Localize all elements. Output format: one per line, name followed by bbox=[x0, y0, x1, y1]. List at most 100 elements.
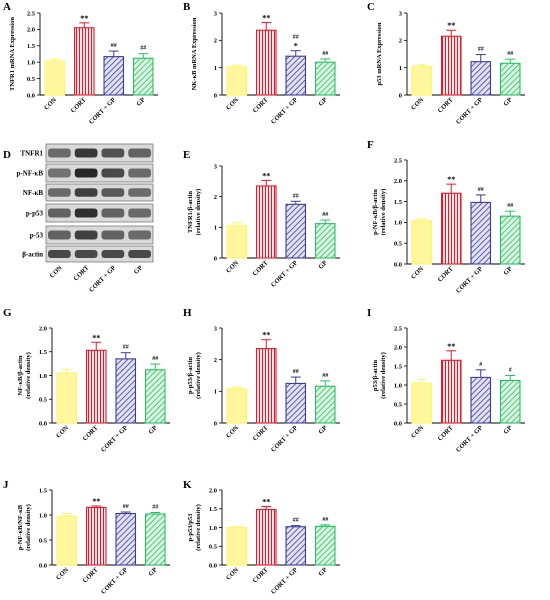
bar-con bbox=[226, 66, 248, 96]
significance-label: ** bbox=[262, 498, 270, 507]
y-axis-label: NF-κB/β-actin bbox=[17, 355, 24, 395]
y-axis-label-line2: (relative density) bbox=[195, 504, 202, 551]
blot-band bbox=[74, 148, 98, 158]
bar-con bbox=[44, 60, 66, 96]
x-tick-label: CON bbox=[225, 259, 240, 274]
bar-gp bbox=[499, 215, 521, 265]
panel-letter: D bbox=[3, 149, 11, 161]
x-tick-label: GP bbox=[502, 96, 513, 107]
bar-cort bbox=[255, 185, 277, 259]
y-tick-label: 2 bbox=[214, 357, 217, 364]
bar-charts: A 0.0 0.5 1.0 1.5 2.0 2.5 TNFR1 mRNA Expression… bbox=[3, 1, 525, 596]
significance-label: ** bbox=[80, 14, 88, 23]
x-tick-label: CORT + GP bbox=[270, 424, 299, 453]
panel-letter: J bbox=[3, 479, 9, 491]
y-tick-label: 1.0 bbox=[209, 525, 217, 532]
y-tick-label: 2 bbox=[214, 38, 217, 45]
bar-cort bbox=[255, 348, 277, 424]
x-tick-label: CORT + GP bbox=[455, 265, 484, 294]
significance-label: ## bbox=[507, 203, 513, 209]
significance-label: ## bbox=[322, 517, 328, 523]
bar-con bbox=[411, 382, 433, 424]
bar-cort-plus-gp bbox=[470, 201, 492, 265]
y-tick-label: 1.5 bbox=[39, 487, 48, 494]
x-tick-label: CORT bbox=[82, 424, 101, 443]
y-axis-label-line2: (relative density) bbox=[195, 189, 202, 236]
bar-gp bbox=[314, 385, 336, 424]
significance-label: ** bbox=[92, 333, 100, 342]
panel-letter: A bbox=[3, 1, 11, 13]
bar-gp bbox=[314, 525, 336, 566]
bar-cort-plus-gp bbox=[285, 203, 307, 259]
y-tick-label: 1 bbox=[214, 389, 217, 396]
y-tick-label: 1.0 bbox=[27, 60, 35, 67]
significance-label: ** bbox=[92, 497, 100, 506]
blot-lane-label: CORT + GP bbox=[88, 264, 117, 293]
y-tick-label: 1.5 bbox=[209, 506, 218, 513]
y-tick-label: 1 bbox=[214, 65, 217, 72]
y-axis-label: p-NF-κB/NF-κB bbox=[17, 504, 24, 550]
y-axis-label: TNFR1/β-actin bbox=[187, 191, 194, 233]
blot-row-label: p-p53 bbox=[26, 210, 44, 218]
y-tick-label: 2.0 bbox=[394, 344, 402, 351]
y-tick-label: 2.0 bbox=[39, 325, 47, 332]
blot-band bbox=[48, 148, 71, 158]
y-axis-label: TNFR1 mRNA Expression bbox=[9, 17, 16, 91]
x-tick-label: CORT bbox=[70, 96, 89, 115]
significance-label: ## bbox=[322, 51, 328, 57]
significance-label: ## bbox=[293, 369, 299, 375]
significance-label: ** bbox=[447, 21, 455, 30]
blot-band bbox=[128, 188, 151, 197]
blot-band bbox=[101, 208, 125, 218]
significance-label: ** bbox=[447, 342, 455, 351]
significance-label: ## bbox=[152, 356, 158, 362]
significance-label: ## bbox=[293, 193, 299, 199]
chart-panel-I: I 0.0 0.5 1.0 1.5 2.0 2.5 p53/β-actin (relative … bbox=[367, 307, 525, 454]
blot-band bbox=[128, 250, 151, 258]
bar-cort-plus-gp bbox=[285, 55, 307, 96]
y-tick-label: 2.5 bbox=[394, 157, 403, 164]
x-tick-label: GP bbox=[317, 259, 328, 270]
y-tick-label: 0.5 bbox=[39, 537, 48, 544]
y-tick-label: 1.0 bbox=[39, 512, 47, 519]
significance-label: # bbox=[479, 362, 482, 368]
bar-gp bbox=[132, 57, 154, 96]
x-tick-label: GP bbox=[147, 424, 158, 435]
x-tick-label: CORT + GP bbox=[88, 96, 117, 125]
y-axis-label: NK-κB mRNA Expression bbox=[191, 17, 198, 90]
blot-band bbox=[48, 250, 71, 258]
bar-gp bbox=[499, 62, 521, 96]
y-tick-label: 0 bbox=[214, 255, 217, 262]
blot-row-labels: TNFR1 p-NF-κB NF-κB p-p53 p-53 β-actin bbox=[17, 150, 44, 259]
bar-cort bbox=[440, 35, 462, 96]
y-tick-label: 1.0 bbox=[394, 220, 402, 227]
y-tick-label: 3 bbox=[214, 10, 218, 17]
y-tick-label: 0.5 bbox=[394, 241, 403, 248]
significance-label: ** bbox=[262, 331, 270, 340]
chart-panel-A: A 0.0 0.5 1.0 1.5 2.0 2.5 TNFR1 mRNA Expression… bbox=[3, 1, 158, 126]
y-tick-label: 0.5 bbox=[27, 76, 36, 83]
x-tick-label: CORT + GP bbox=[455, 96, 484, 125]
bar-con bbox=[411, 220, 433, 265]
y-axis-label-line2: (relative density) bbox=[380, 352, 387, 399]
y-tick-label: 2.0 bbox=[209, 487, 217, 494]
blot-strip bbox=[45, 143, 154, 163]
blot-band bbox=[48, 230, 71, 240]
x-tick-label: CON bbox=[410, 265, 425, 280]
y-tick-label: 3 bbox=[399, 10, 403, 17]
blot-band bbox=[101, 188, 125, 197]
bar-cort-plus-gp bbox=[115, 512, 137, 566]
bar-cort bbox=[255, 29, 277, 96]
x-tick-label: GP bbox=[147, 566, 158, 577]
y-tick-label: 3 bbox=[214, 163, 218, 170]
bar-cort-plus-gp bbox=[115, 358, 137, 424]
y-tick-label: 1.5 bbox=[27, 43, 36, 50]
y-tick-label: 1 bbox=[214, 225, 217, 232]
x-tick-label: CON bbox=[55, 424, 70, 439]
x-tick-label: CORT bbox=[252, 96, 271, 115]
y-tick-label: 0.0 bbox=[27, 92, 35, 99]
x-tick-label: CORT + GP bbox=[270, 96, 299, 125]
y-tick-label: 1.0 bbox=[39, 373, 47, 380]
y-axis-label: p53 mRNA Expression bbox=[376, 22, 383, 85]
